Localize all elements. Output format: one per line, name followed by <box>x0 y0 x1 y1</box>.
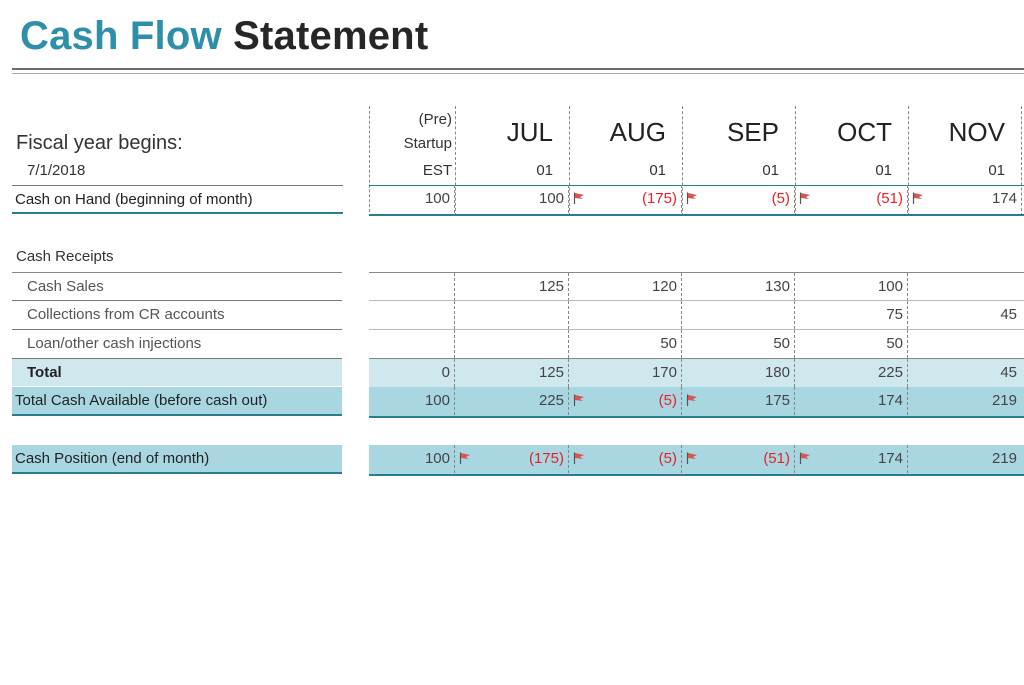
header-pre: (Pre) <box>418 111 452 128</box>
row-label-loan: Loan/other cash injections <box>12 329 342 357</box>
header-est: EST <box>422 162 452 179</box>
cell-cash-on-hand-2[interactable]: (175) <box>569 185 682 213</box>
row-label-collections: Collections from CR accounts <box>12 300 342 328</box>
row-label-total-available: Total Cash Available (before cash out) <box>12 387 342 416</box>
cell-cash-sales-3[interactable]: 130 <box>682 273 795 301</box>
cell-total-1[interactable]: 125 <box>455 359 569 387</box>
cell-cash-sales-2[interactable]: 120 <box>569 273 682 301</box>
cell-collections-0[interactable] <box>369 301 455 329</box>
cell-cash-position-0[interactable]: 100 <box>369 445 455 473</box>
cell-total-5[interactable]: 45 <box>1000 364 1017 381</box>
cell-collections-2[interactable] <box>569 301 682 329</box>
fiscal-year-label: Fiscal year begins: <box>16 132 183 154</box>
cell-cash-position-2[interactable]: (5) <box>569 445 682 473</box>
row-label-cash-sales: Cash Sales <box>12 272 342 300</box>
cell-loan-5[interactable] <box>908 330 1021 358</box>
header-month-sep: SEP <box>726 117 779 147</box>
cell-total-2[interactable]: 170 <box>569 359 682 387</box>
column-divider <box>455 106 456 216</box>
cell-collections-3[interactable] <box>682 301 795 329</box>
cell-total-available-0[interactable]: 100 <box>369 387 455 415</box>
column-divider <box>569 106 570 216</box>
header-underline <box>369 185 1024 186</box>
cell-loan-4[interactable]: 50 <box>795 330 908 358</box>
header-day-aug: 01 <box>649 162 666 179</box>
row-loan: 50 50 50 <box>369 329 1024 358</box>
row-label-cash-position: Cash Position (end of month) <box>12 445 342 474</box>
row-cash-sales: 125 120 130 100 <box>369 272 1024 301</box>
header-day-nov: 01 <box>988 162 1005 179</box>
row-label-total: Total <box>12 358 342 386</box>
flag-icon <box>459 451 471 464</box>
flag-icon <box>799 191 811 204</box>
header-month-jul: JUL <box>506 117 553 147</box>
title-part2: Statement <box>233 14 429 58</box>
flag-icon <box>573 451 585 464</box>
flag-icon <box>686 191 698 204</box>
header-day-sep: 01 <box>762 162 779 179</box>
cell-cash-position-4[interactable]: 174 <box>795 445 908 473</box>
cell-collections-5[interactable]: 45 <box>1000 306 1017 323</box>
cell-cash-on-hand-0[interactable]: 100 <box>369 185 455 213</box>
cell-collections-1[interactable] <box>455 301 569 329</box>
cell-cash-sales-1[interactable]: 125 <box>455 273 569 301</box>
cell-cash-sales-5[interactable] <box>908 273 1021 301</box>
title-rule <box>12 68 1024 70</box>
cell-collections-4[interactable]: 75 <box>795 301 908 329</box>
row-cash-position: 100 (175) (5) (51) 174 219 <box>369 445 1024 476</box>
cell-cash-on-hand-1[interactable]: 100 <box>455 185 569 213</box>
header-day-oct: 01 <box>875 162 892 179</box>
cell-cash-position-5[interactable]: 219 <box>991 450 1017 467</box>
cell-total-3[interactable]: 180 <box>682 359 795 387</box>
cell-cash-position-3[interactable]: (51) <box>682 445 795 473</box>
header-month-nov: NOV <box>948 117 1005 147</box>
title-rule-thin <box>12 73 1024 74</box>
flag-icon <box>686 393 698 406</box>
flag-icon <box>799 451 811 464</box>
column-divider <box>1021 106 1022 216</box>
column-divider <box>369 106 370 212</box>
flag-icon <box>912 191 924 204</box>
cell-cash-on-hand-4[interactable]: (51) <box>795 185 908 213</box>
header-day-jul: 01 <box>536 162 553 179</box>
section-cash-receipts: Cash Receipts <box>16 248 114 265</box>
cell-total-4[interactable]: 225 <box>795 359 908 387</box>
fiscal-year-date[interactable]: 7/1/2018 <box>27 162 86 179</box>
column-divider <box>908 106 909 216</box>
cell-cash-on-hand-3[interactable]: (5) <box>682 185 795 213</box>
cell-total-available-5[interactable]: 219 <box>991 392 1017 409</box>
flag-icon <box>686 451 698 464</box>
flag-icon <box>573 393 585 406</box>
cell-total-0[interactable]: 0 <box>369 359 455 387</box>
row-collections: 75 45 <box>369 300 1024 329</box>
cell-total-available-1[interactable]: 225 <box>455 387 569 415</box>
row-cash-on-hand: 100 100 (175) (5) (51) 174 <box>369 185 1024 216</box>
page-title: Cash Flow Statement <box>20 14 428 59</box>
row-total-available: 100 225 (5) 175 174 219 <box>369 387 1024 418</box>
column-divider <box>795 106 796 216</box>
row-total: 0 125 170 180 225 45 <box>369 358 1024 387</box>
cell-loan-0[interactable] <box>369 330 455 358</box>
cell-cash-on-hand-5[interactable]: 174 <box>991 190 1017 207</box>
header-startup: Startup <box>403 135 452 152</box>
header-month-oct: OCT <box>837 117 892 147</box>
cell-loan-3[interactable]: 50 <box>682 330 795 358</box>
cell-loan-1[interactable] <box>455 330 569 358</box>
column-divider <box>682 106 683 216</box>
cell-cash-sales-0[interactable] <box>369 273 455 301</box>
title-part1: Cash Flow <box>20 14 222 58</box>
cell-total-available-2[interactable]: (5) <box>569 387 682 415</box>
cell-loan-2[interactable]: 50 <box>569 330 682 358</box>
cell-cash-sales-4[interactable]: 100 <box>795 273 908 301</box>
cell-total-available-3[interactable]: 175 <box>682 387 795 415</box>
row-label-cash-on-hand: Cash on Hand (beginning of month) <box>12 185 343 214</box>
cell-total-available-4[interactable]: 174 <box>795 387 908 415</box>
cell-cash-position-1[interactable]: (175) <box>455 445 569 473</box>
flag-icon <box>573 191 585 204</box>
header-month-aug: AUG <box>609 117 666 147</box>
